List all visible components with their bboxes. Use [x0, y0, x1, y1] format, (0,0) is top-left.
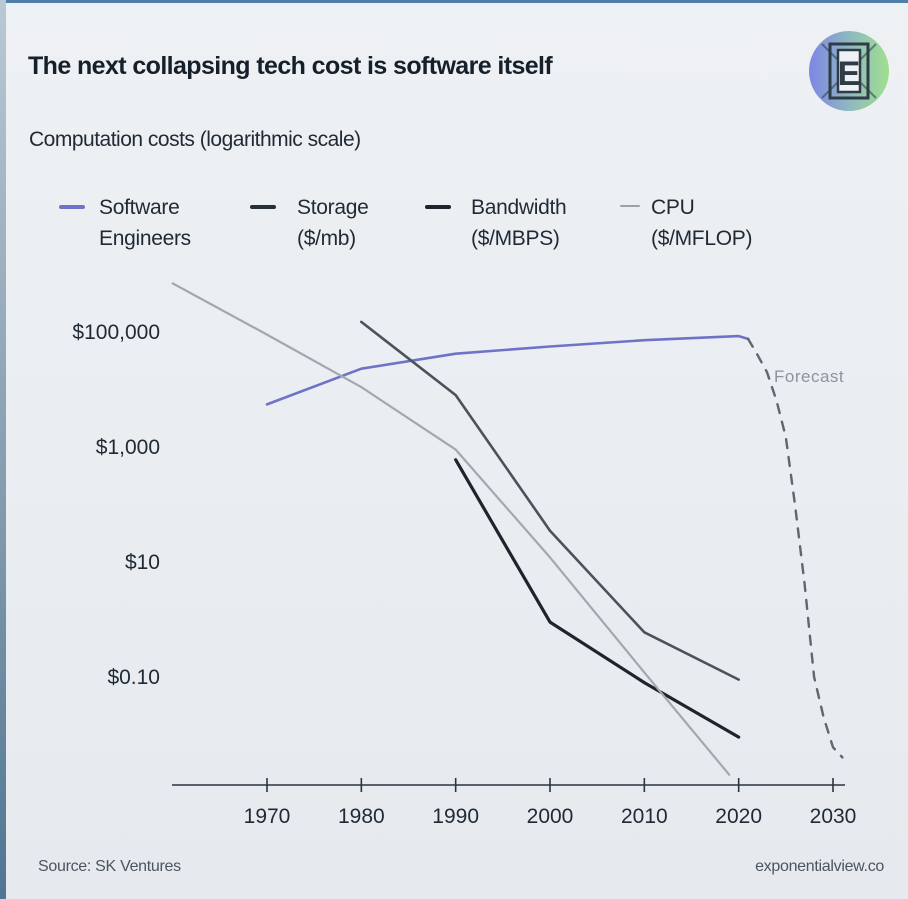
legend-label: Bandwidth	[471, 196, 567, 219]
website-url: exponentialview.co	[755, 858, 884, 875]
legend-label: ($/MBPS)	[471, 227, 560, 250]
series-line-software-engineers-forecast	[746, 337, 844, 759]
legend-item-cpu: CPU ($/MFLOP)	[651, 192, 752, 254]
legend-swatch-cpu	[620, 205, 640, 207]
exponential-view-logo: E	[809, 31, 889, 111]
legend-item-software-engineers: Software Engineers	[99, 192, 191, 254]
x-tick-label: 2010	[621, 805, 668, 828]
legend-label: ($/mb)	[297, 227, 356, 250]
legend-swatch-storage	[250, 205, 276, 209]
legend-swatch-software-engineers	[59, 205, 85, 209]
forecast-label: Forecast	[774, 367, 844, 386]
series-line-bandwidth-mbps	[454, 458, 741, 739]
chart-subtitle: Computation costs (logarithmic scale)	[29, 128, 361, 151]
legend-label: CPU	[651, 196, 695, 219]
y-tick-label: $100,000	[72, 321, 160, 344]
series-line-cpu-mflop	[171, 282, 731, 776]
y-tick-label: $10	[125, 551, 160, 574]
legend-item-storage: Storage ($/mb)	[297, 192, 369, 254]
legend-swatch-bandwidth	[425, 205, 451, 209]
x-tick-label: 2000	[527, 805, 574, 828]
legend-label: Engineers	[99, 227, 191, 250]
series-line-storage-mb	[359, 320, 741, 681]
legend-label: Storage	[297, 196, 369, 219]
page-title: The next collapsing tech cost is softwar…	[28, 52, 553, 80]
source-note: Source: SK Ventures	[38, 858, 181, 875]
y-tick-label: $0.10	[107, 666, 160, 689]
logo-letter: E	[838, 55, 861, 93]
x-tick-label: 1990	[432, 805, 479, 828]
x-tick-label: 2030	[810, 805, 857, 828]
legend-item-bandwidth: Bandwidth ($/MBPS)	[471, 192, 567, 254]
x-tick-label: 1970	[244, 805, 291, 828]
x-tick-label: 1980	[338, 805, 385, 828]
left-edge-strip	[0, 0, 6, 899]
x-tick-label: 2020	[715, 805, 762, 828]
legend-label: ($/MFLOP)	[651, 227, 753, 250]
legend-label: Software	[99, 196, 180, 219]
top-edge-strip	[0, 0, 908, 3]
y-tick-label: $1,000	[96, 436, 160, 459]
series-line-software-engineers	[265, 334, 750, 406]
